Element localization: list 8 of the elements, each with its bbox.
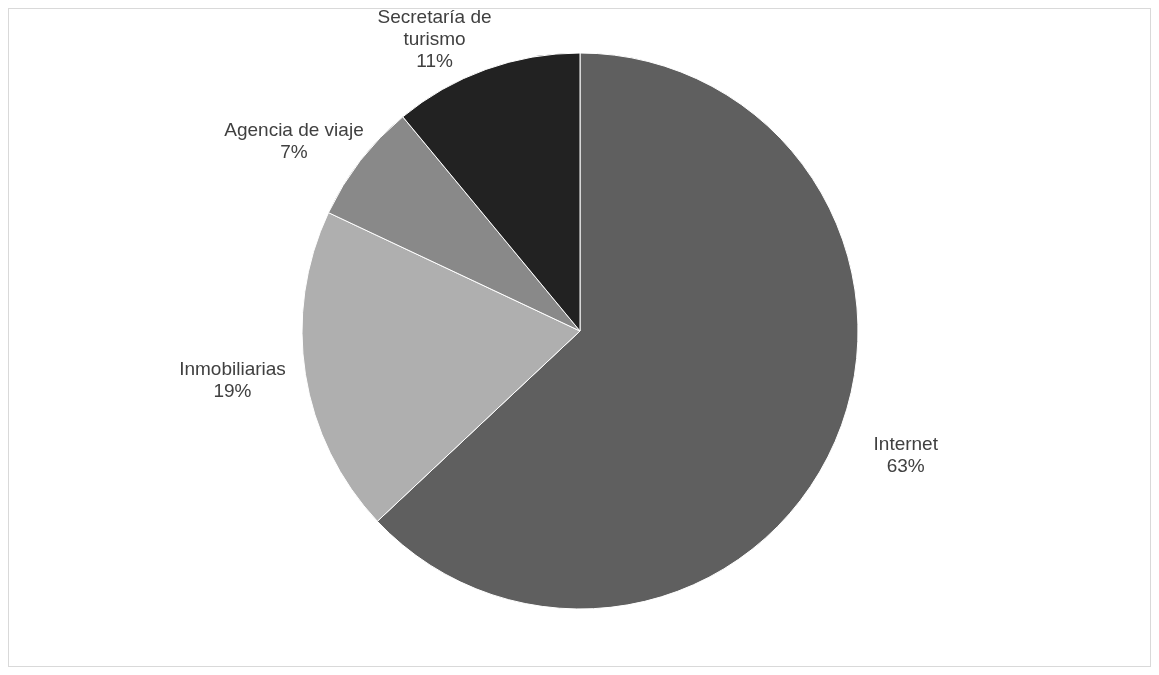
slice-label: Inmobiliarias: [179, 358, 286, 380]
data-label: 63%: [886, 455, 925, 477]
slice-label: Secretaría de turismo: [377, 6, 492, 50]
data-label: 7%: [280, 140, 308, 162]
data-label: 19%: [213, 380, 252, 402]
slice-label: Internet: [873, 433, 939, 455]
slice-label: Agencia de viaje: [224, 118, 364, 140]
data-label: 11%: [416, 50, 453, 72]
